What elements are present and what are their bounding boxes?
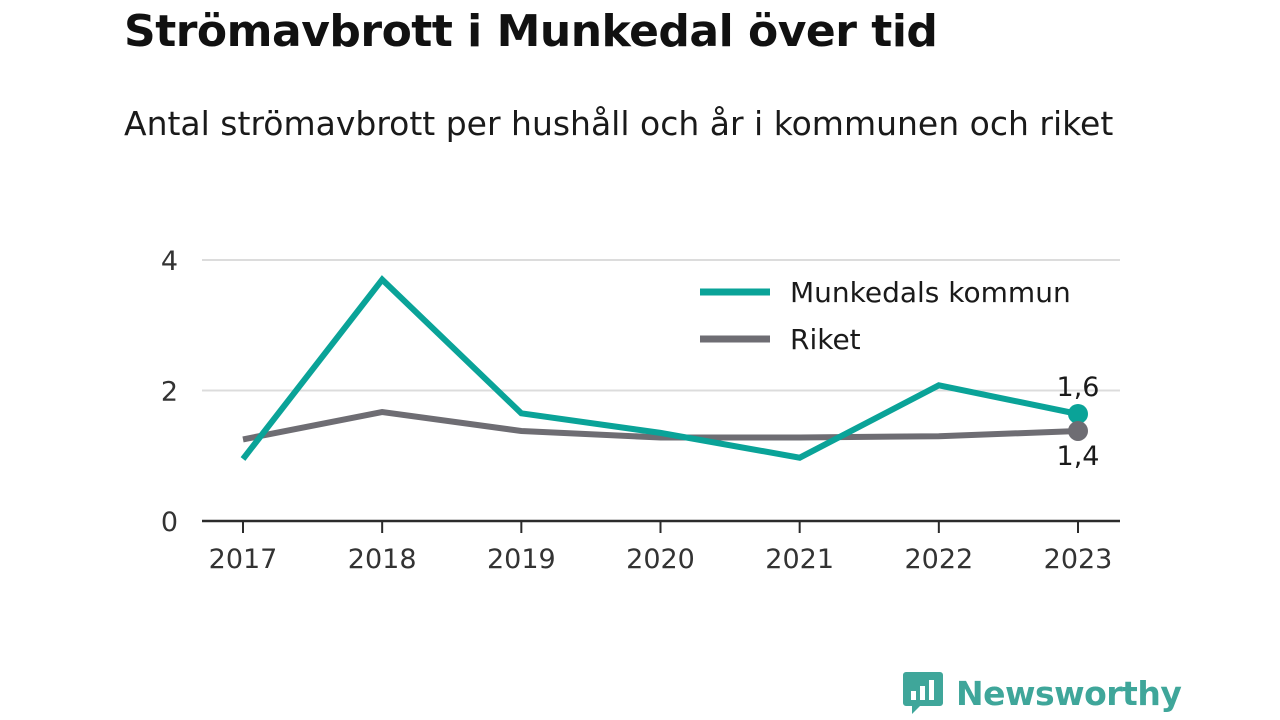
brand-name: Newsworthy [956, 673, 1182, 713]
x-tick-label: 2017 [209, 544, 278, 575]
end-point [1068, 420, 1088, 441]
legend-label: Munkedals kommun [790, 276, 1071, 309]
series-line-munkedals-kommun [240, 275, 1079, 461]
y-tick-label: 2 [161, 377, 178, 408]
x-tick-label: 2018 [348, 544, 417, 575]
x-tick-label: 2023 [1044, 544, 1113, 575]
end-point [1068, 403, 1088, 424]
legend: Munkedals kommun Riket [700, 276, 1071, 356]
chart-title: Strömavbrott i Munkedal över tid [124, 6, 938, 57]
x-tick-label: 2022 [904, 544, 973, 575]
series-line-riket [242, 408, 1079, 443]
end-value-label: 1,6 [1057, 372, 1100, 403]
x-tick-label: 2021 [765, 544, 834, 575]
x-axis: 2017 2018 2019 2020 2021 2022 2023 [202, 519, 1120, 575]
series-layer: 1,6 1,4 [240, 275, 1100, 472]
chart-subtitle: Antal strömavbrott per hushåll och år i … [124, 104, 1114, 143]
y-tick-label: 4 [161, 246, 178, 277]
line-chart: 024 2017 2018 2019 2020 2021 2022 2023 1,61,4 … [161, 246, 1120, 575]
y-axis: 0 2 4 [161, 246, 178, 538]
end-value-label: 1,4 [1057, 441, 1100, 472]
x-tick-label: 2020 [626, 544, 695, 575]
brand: Newsworthy [902, 670, 1182, 716]
x-tick-label: 2019 [487, 544, 556, 575]
legend-label: Riket [790, 323, 861, 356]
y-tick-label: 0 [161, 507, 178, 538]
newsworthy-logo-icon [903, 672, 943, 714]
